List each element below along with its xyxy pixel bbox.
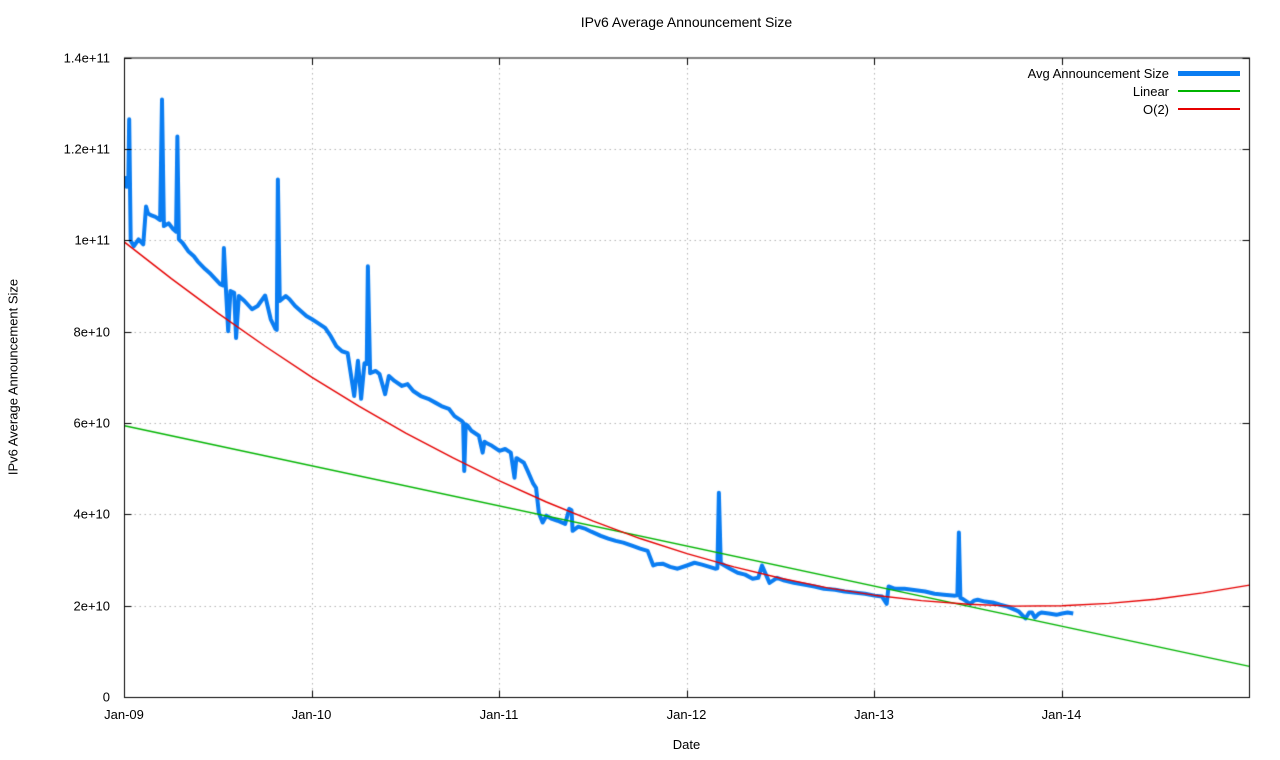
y-tick-label: 4e+10 (73, 506, 110, 522)
legend-label: Linear (1132, 83, 1169, 99)
y-tick-label: 2e+10 (73, 598, 110, 614)
y-tick-label: 1e+11 (74, 232, 110, 248)
x-axis-label: Date (672, 737, 701, 752)
x-tick-label: Jan-13 (854, 707, 894, 722)
x-tick-label: Jan-10 (291, 707, 332, 722)
legend-line-sample-linear (1178, 90, 1240, 92)
legend-item-o2: O(2) (1028, 100, 1240, 118)
legend-item-linear: Linear (1028, 82, 1240, 100)
legend-line-sample-avg (1178, 70, 1240, 76)
legend-label: O(2) (1143, 101, 1169, 117)
chart-title: IPv6 Average Announcement Size (580, 14, 793, 30)
y-tick-label: 1.2e+11 (63, 141, 110, 157)
x-tick-label: Jan-09 (104, 707, 144, 722)
x-tick-label: Jan-11 (479, 707, 519, 722)
y-axis-label: IPv6 Average Announcement Size (5, 278, 21, 476)
y-tick-label: 0 (102, 689, 110, 705)
y-tick-label: 8e+10 (73, 324, 110, 340)
x-tick-label: Jan-12 (666, 707, 707, 722)
y-tick-label: 1.4e+11 (63, 50, 110, 65)
legend-label: Avg Announcement Size (1027, 65, 1169, 81)
y-tick-label: 6e+10 (73, 415, 110, 431)
legend: Avg Announcement Size Linear O(2) (1028, 64, 1240, 118)
legend-line-sample-o2 (1178, 108, 1240, 110)
legend-item-avg-announcement-size: Avg Announcement Size (1028, 64, 1240, 82)
x-tick-label: Jan-14 (1041, 707, 1082, 722)
